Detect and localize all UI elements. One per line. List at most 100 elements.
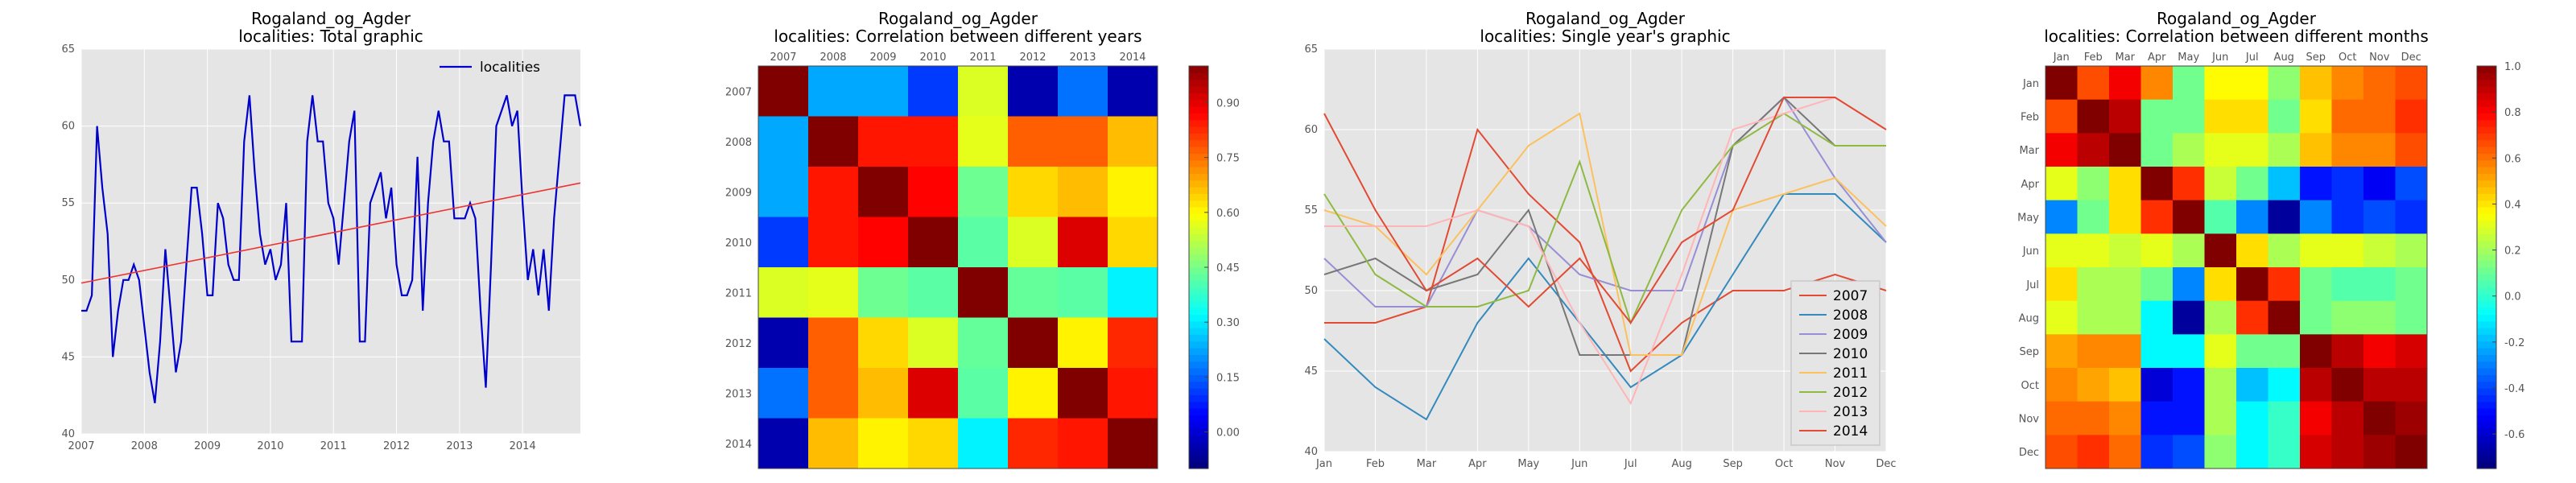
chart2-heatmap-cell (958, 167, 1009, 217)
chart4-heatmap-cell (2077, 267, 2110, 302)
chart2-colorbar-segment (1189, 153, 1208, 161)
chart4-heatmap-cell (2173, 66, 2205, 101)
chart4-heatmap-cell (2046, 233, 2078, 268)
chart3-ytick-label: 60 (1304, 124, 1318, 136)
chart4-heatmap-cell (2046, 435, 2078, 469)
chart2-colorbar-segment (1189, 126, 1208, 134)
chart4-heatmap-cell (2140, 66, 2174, 101)
chart2-colorbar-label: 0.90 (1216, 97, 1240, 109)
chart4-heatmap-cell (2077, 401, 2110, 436)
chart2-colorbar-segment (1189, 274, 1208, 282)
chart2-colorbar-label: 0.00 (1216, 427, 1240, 440)
chart4-colorbar-segment (2477, 133, 2496, 141)
chart4-heatmap-cell (2173, 267, 2205, 302)
chart4-colorbar-segment (2477, 207, 2496, 214)
chart3-series-line-2012 (1323, 112, 1886, 325)
chart4-heatmap-cell (2109, 99, 2141, 134)
chart4-heatmap-cell (2236, 200, 2268, 234)
chart4-heatmap-cell (2300, 368, 2332, 402)
chart4-colorbar-segment (2477, 173, 2496, 181)
chart3-legend-label: 2014 (1833, 423, 1868, 440)
chart4-heatmap-cell (2109, 267, 2141, 302)
chart4-heatmap-cell (2331, 435, 2364, 469)
chart4-colorbar-segment (2477, 415, 2496, 423)
chart4-colorbar-segment (2477, 294, 2496, 302)
chart4-heatmap-cell (2077, 300, 2110, 335)
chart2-colorbar-segment (1189, 139, 1208, 147)
chart4-colorbar-segment (2477, 119, 2496, 127)
chart4-heatmap-cell (2077, 368, 2110, 402)
chart2-colorbar-segment (1189, 233, 1208, 242)
chart4-colorbar-segment (2477, 280, 2496, 288)
chart4-colorbar-segment (2477, 113, 2496, 121)
chart4-xtick-label: Nov (2369, 52, 2390, 64)
chart4-colorbar-label: 0.4 (2504, 199, 2521, 211)
chart4-heatmap-cell (2077, 66, 2110, 101)
chart4-heatmap-cell (2331, 300, 2364, 335)
chart4-heatmap-cell (2236, 66, 2268, 101)
chart4-heatmap-cell (2236, 300, 2268, 335)
chart4-heatmap-cell (2046, 133, 2078, 167)
chart4-heatmap-cell (2140, 200, 2174, 234)
chart2-ytick-label: 2009 (725, 187, 752, 199)
chart4-ytick-label: Jan (2022, 78, 2039, 90)
chart4-heatmap-cell (2363, 334, 2396, 369)
chart4-ytick-label: Jun (2022, 246, 2039, 258)
chart4-heatmap-cell (2363, 300, 2396, 335)
chart2-heatmap-cell (758, 418, 809, 469)
chart4-heatmap-cell (2300, 300, 2332, 335)
chart4-colorbar-segment (2477, 180, 2496, 188)
chart4-xtick-label: Jan (2053, 52, 2070, 64)
chart2-colorbar-segment (1189, 79, 1208, 87)
chart4-heatmap-cell (2331, 368, 2364, 402)
chart2-xtick-label: 2008 (819, 52, 846, 64)
chart2-colorbar-segment (1189, 348, 1208, 355)
chart4-xtick-label: May (2178, 52, 2199, 64)
chart2-colorbar-segment (1189, 280, 1208, 288)
chart2-colorbar-segment (1189, 328, 1208, 335)
chart2-colorbar-segment (1189, 113, 1208, 121)
chart3-legend-box (1790, 280, 1880, 446)
chart4-heatmap-cell (2363, 401, 2396, 436)
chart4-heatmap-cell (2300, 233, 2332, 268)
chart3-xtick-label: Oct (1775, 458, 1793, 470)
chart4-heatmap-cell (2109, 435, 2141, 469)
chart2-colorbar-segment (1189, 394, 1208, 402)
chart2-colorbar-segment (1189, 455, 1208, 463)
chart2-heatmap-cell (1008, 418, 1059, 469)
chart3-legend-label: 2010 (1833, 346, 1868, 362)
chart4-heatmap-cell (2077, 435, 2110, 469)
chart2-colorbar-segment (1189, 133, 1208, 141)
chart4-colorbar-segment (2477, 348, 2496, 355)
chart4-colorbar-segment (2477, 334, 2496, 342)
chart4-heatmap-cell (2236, 167, 2268, 201)
chart4-heatmap-cell (2300, 401, 2332, 436)
chart3-legend-label: 2009 (1833, 327, 1868, 343)
chart4-heatmap-cell (2236, 133, 2268, 167)
chart4-colorbar-segment (2477, 227, 2496, 234)
chart2-colorbar-segment (1189, 66, 1208, 73)
chart4-colorbar-label: 1.0 (2504, 61, 2521, 73)
chart4-heatmap-cell (2268, 167, 2301, 201)
chart4-heatmap-cell (2300, 133, 2332, 167)
chart4-heatmap-cell (2236, 368, 2268, 402)
chart4-heatmap-cell (2204, 167, 2237, 201)
chart2-heatmap-cell (808, 167, 859, 217)
chart4-heatmap-cell (2363, 99, 2396, 134)
chart4-xtick-label: Feb (2084, 52, 2103, 64)
chart4-xtick-label: Apr (2148, 52, 2166, 64)
chart4-colorbar-segment (2477, 448, 2496, 456)
chart4-heatmap-cell (2046, 267, 2078, 302)
chart4-heatmap-cell (2363, 435, 2396, 469)
chart2-colorbar-segment (1189, 267, 1208, 275)
chart4-ytick-label: Mar (2019, 145, 2039, 157)
chart4-title-line2: localities: Correlation between differen… (2044, 27, 2429, 46)
chart2-heatmap-cell (1108, 267, 1158, 318)
chart3-xtick-label: Dec (1876, 458, 1896, 470)
chart4-heatmap-cell (2236, 401, 2268, 436)
chart3-series-line-2010 (1323, 96, 1886, 356)
chart2-ytick-label: 2007 (725, 86, 752, 98)
chart4-heatmap-cell (2363, 167, 2396, 201)
chart4-heatmap-cell (2395, 435, 2428, 469)
chart3-xtick-label: Feb (1366, 458, 1385, 470)
